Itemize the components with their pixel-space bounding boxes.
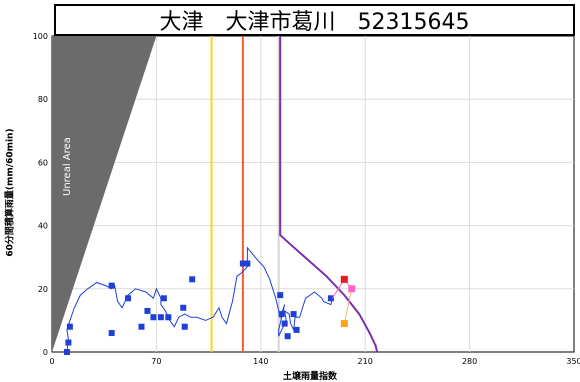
series-point — [189, 276, 196, 283]
series-point — [160, 295, 167, 302]
x-tick-label: 210 — [358, 357, 373, 366]
forecast-point-0 — [340, 275, 348, 283]
series-point — [290, 311, 297, 318]
series-point — [108, 282, 115, 289]
series-point — [144, 307, 151, 314]
series-point — [150, 314, 157, 321]
series-point — [181, 323, 188, 330]
connector-line — [343, 288, 353, 324]
series-point — [239, 260, 246, 267]
series-point — [125, 295, 132, 302]
series-point — [277, 292, 284, 299]
forecast-point-1 — [348, 285, 356, 293]
series-point — [180, 304, 187, 311]
unreal-area — [52, 36, 157, 352]
series-point — [281, 320, 288, 327]
plot-area — [51, 35, 575, 353]
series-point — [66, 323, 73, 330]
series-point — [165, 314, 172, 321]
x-tick-label: 140 — [253, 357, 268, 366]
series-point — [65, 339, 72, 346]
series-point — [63, 349, 70, 355]
series-point — [284, 333, 291, 340]
y-tick-label: 100 — [33, 32, 48, 41]
series-point — [157, 314, 164, 321]
y-tick-label: 0 — [43, 348, 48, 357]
x-tick-label: 280 — [462, 357, 477, 366]
unreal-area-label: Unreal Area — [62, 137, 73, 196]
series-point — [327, 295, 334, 302]
y-tick-label: 20 — [38, 285, 48, 294]
y-tick-label: 80 — [38, 95, 48, 104]
chart-title: 大津 大津市葛川 52315645 — [54, 4, 575, 36]
forecast-point-2 — [340, 320, 348, 328]
cl-curve — [279, 36, 379, 353]
y-axis-label: 60分間積算雨量(mm/60min) — [5, 128, 16, 257]
y-tick-label: 40 — [38, 222, 48, 231]
series-point — [244, 260, 251, 267]
x-tick-label: 0 — [49, 357, 54, 366]
y-tick-label: 60 — [38, 158, 48, 167]
x-tick-label: 70 — [151, 357, 161, 366]
series-point — [138, 323, 145, 330]
series-point — [293, 326, 300, 333]
x-tick-label: 350 — [566, 357, 580, 366]
series-point — [278, 311, 285, 318]
series-point — [108, 330, 115, 337]
